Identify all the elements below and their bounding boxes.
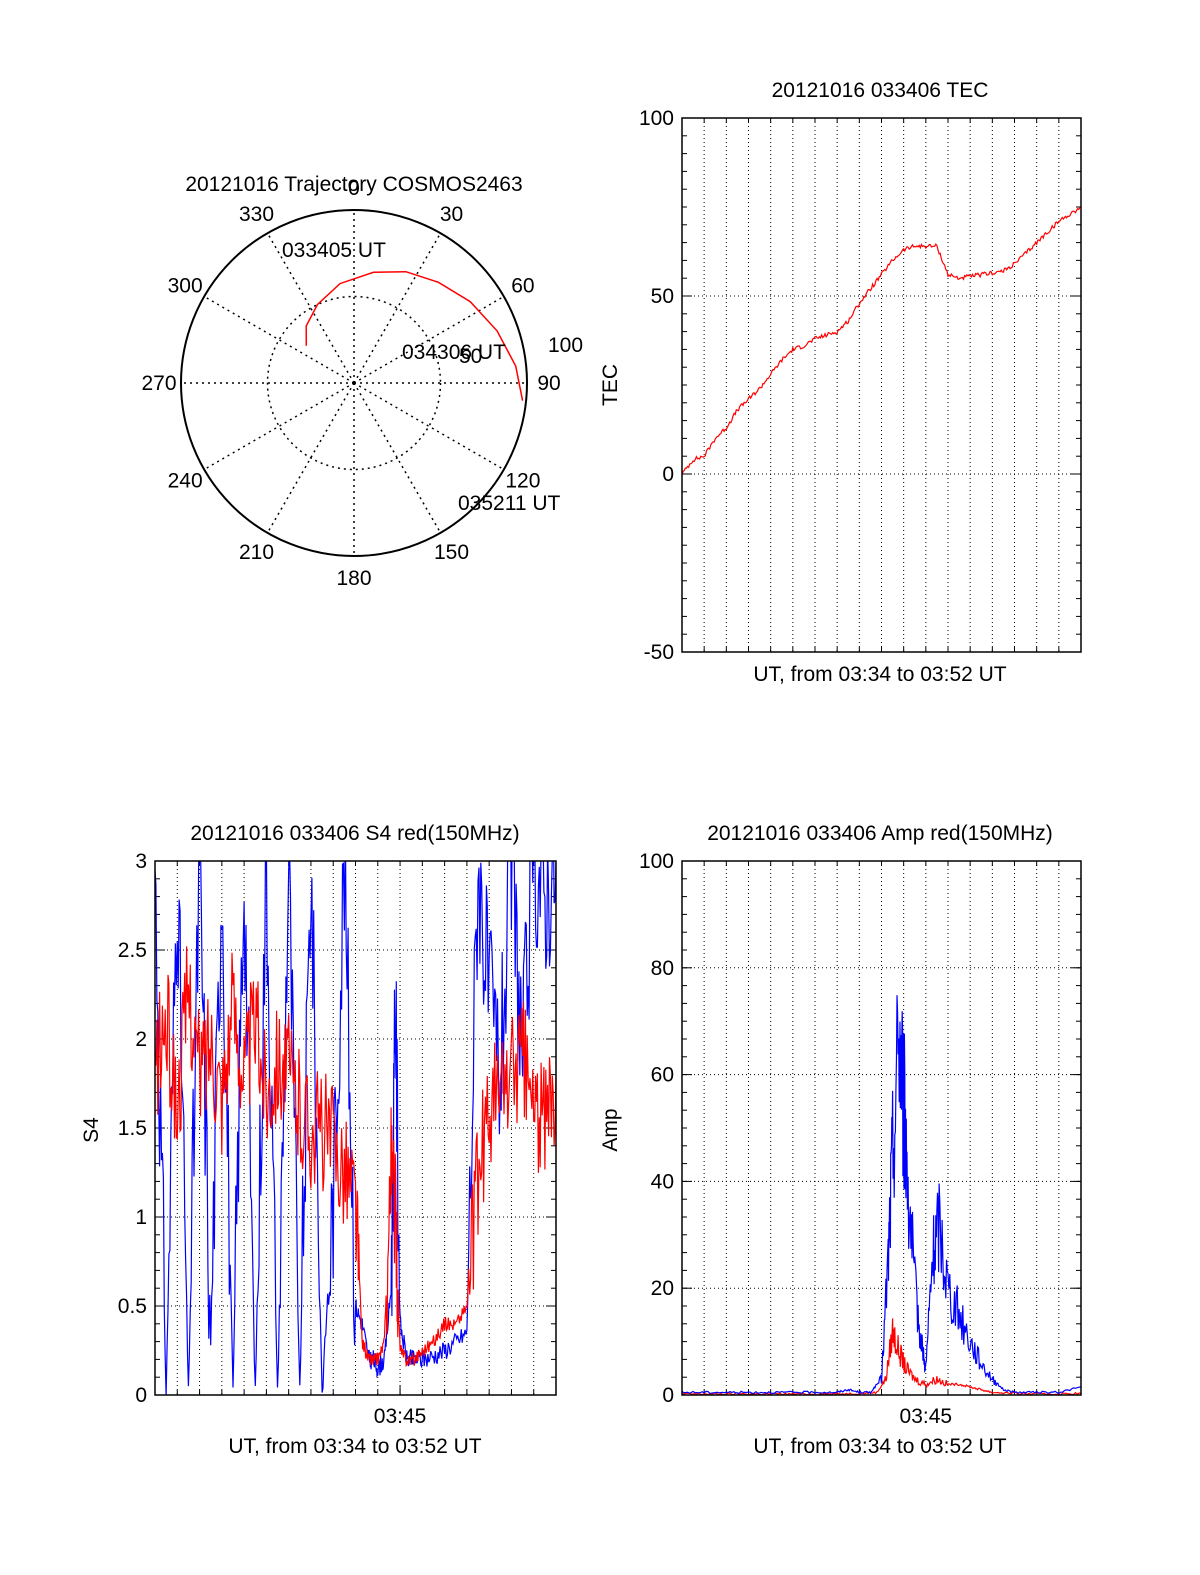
polar-spoke xyxy=(353,295,505,384)
series-line xyxy=(682,206,1081,476)
tec-chart: 20121016 033406 TEC -50 0 50 100 TEC UT, fr… xyxy=(599,79,1082,686)
polar-title: 20121016 Trajectory COSMOS2463 xyxy=(185,173,522,196)
y-tick-label: 0 xyxy=(662,463,674,486)
y-tick-label: -50 xyxy=(644,641,674,664)
s4-plot-area: 0 0.5 1 1.5 2 2.5 3 03:45 xyxy=(118,850,557,1428)
polar-spoke xyxy=(266,232,355,384)
y-tick-label: 0 xyxy=(662,1384,674,1407)
s4-xlabel: UT, from 03:34 to 03:52 UT xyxy=(228,1435,481,1458)
polar-azimuth-label: 180 xyxy=(336,567,371,590)
s4-chart: 20121016 033406 S4 red(150MHz) 0 0.5 1 1.5 2… xyxy=(80,822,557,1458)
x-tick-label: 03:45 xyxy=(374,1405,427,1428)
polar-spoke xyxy=(353,382,442,534)
polar-ring-label-50: 50 xyxy=(459,345,482,368)
amp-chart: 20121016 033406 Amp red(150MHz) 0 20 40 60 8… xyxy=(599,822,1082,1458)
y-tick-label: 1 xyxy=(135,1206,147,1229)
polar-spoke xyxy=(353,382,505,471)
polar-trajectory xyxy=(305,270,524,401)
polar-azimuth-label: 240 xyxy=(168,470,203,493)
polar-azimuth-labels: 0 30 60 90 120 150 180 210 240 270 300 330 xyxy=(141,177,560,590)
polar-azimuth-label: 60 xyxy=(511,275,534,298)
series-group xyxy=(682,206,1081,476)
tec-xlabel: UT, from 03:34 to 03:52 UT xyxy=(753,663,1006,686)
plot-frame xyxy=(681,117,1082,653)
tec-plot-area: -50 0 50 100 xyxy=(639,107,1082,664)
amp-xlabel: UT, from 03:34 to 03:52 UT xyxy=(753,1435,1006,1458)
polar-chart: 20121016 Trajectory COSMOS2463 0 30 60 90 12… xyxy=(141,173,583,590)
polar-azimuth-label: 120 xyxy=(505,470,540,493)
plot-frame xyxy=(681,860,1082,1396)
polar-azimuth-label: 150 xyxy=(434,541,469,564)
s4-ylabel: S4 xyxy=(80,1117,103,1143)
polar-azimuth-label: 300 xyxy=(168,275,203,298)
polar-spoke xyxy=(203,295,355,384)
y-tick-label: 1.5 xyxy=(118,1117,147,1140)
series-line xyxy=(155,946,556,1368)
y-tick-label: 40 xyxy=(651,1170,674,1193)
polar-outer-ring xyxy=(180,209,528,557)
series-group xyxy=(682,995,1081,1395)
y-tick-label: 3 xyxy=(135,850,147,873)
y-tick-label: 2.5 xyxy=(118,939,147,962)
y-tick-label: 20 xyxy=(651,1277,674,1300)
polar-spoke xyxy=(203,382,355,471)
tec-title: 20121016 033406 TEC xyxy=(772,79,989,102)
polar-azimuth-label: 90 xyxy=(537,372,560,395)
polar-spoke xyxy=(266,382,355,534)
y-tick-label: 0 xyxy=(135,1384,147,1407)
y-tick-label: 100 xyxy=(639,107,674,130)
polar-azimuth-label: 0 xyxy=(348,177,360,200)
series-line xyxy=(682,995,1081,1395)
series-line xyxy=(155,861,556,1395)
polar-annotation-end: 035211 UT xyxy=(458,492,561,515)
y-tick-label: 100 xyxy=(639,850,674,873)
x-tick-label: 03:45 xyxy=(900,1405,953,1428)
polar-inner-ring xyxy=(266,295,442,471)
series-group xyxy=(155,861,556,1395)
polar-azimuth-label: 330 xyxy=(239,203,274,226)
polar-annotation-mid: 034306 UT xyxy=(402,341,506,364)
y-tick-label: 0.5 xyxy=(118,1295,147,1318)
amp-title: 20121016 033406 Amp red(150MHz) xyxy=(707,822,1053,845)
y-tick-label: 2 xyxy=(135,1028,147,1051)
plot-frame xyxy=(154,860,557,1396)
amp-ylabel: Amp xyxy=(599,1108,622,1151)
s4-title: 20121016 033406 S4 red(150MHz) xyxy=(190,822,519,845)
polar-spoke xyxy=(353,232,442,384)
polar-azimuth-label: 270 xyxy=(141,372,176,395)
y-tick-label: 60 xyxy=(651,1064,674,1087)
y-tick-label: 50 xyxy=(651,285,674,308)
polar-annotation-start: 033405 UT xyxy=(282,239,386,262)
polar-azimuth-label: 30 xyxy=(440,203,463,226)
amp-plot-area: 0 20 40 60 80 100 03:45 xyxy=(639,850,1082,1428)
y-tick-label: 80 xyxy=(651,957,674,980)
tec-ylabel: TEC xyxy=(599,364,622,406)
polar-azimuth-label: 210 xyxy=(239,541,274,564)
trajectory-line xyxy=(305,270,524,401)
polar-ring-label-100: 100 xyxy=(548,334,583,357)
